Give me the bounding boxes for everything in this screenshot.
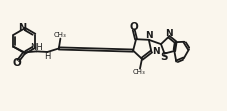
Text: N: N: [19, 23, 27, 33]
Text: S: S: [160, 52, 168, 62]
Text: CH₃: CH₃: [133, 69, 145, 75]
Text: N: N: [146, 31, 153, 40]
Text: N: N: [152, 47, 160, 56]
Text: O: O: [129, 22, 138, 32]
Text: CH₃: CH₃: [54, 32, 67, 38]
Text: H: H: [44, 52, 51, 61]
Text: N: N: [165, 29, 173, 38]
Text: O: O: [13, 58, 22, 68]
Text: NH: NH: [30, 43, 43, 52]
